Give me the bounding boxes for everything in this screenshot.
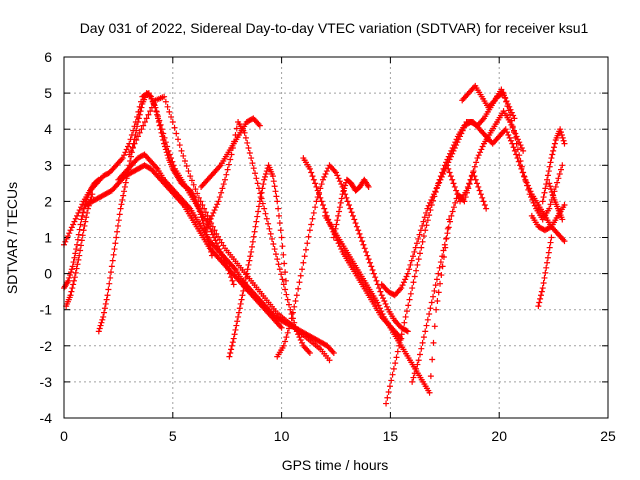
x-tick-labels: 0 5 10 15 20 25 xyxy=(60,428,616,444)
y-tick-label-5: 5 xyxy=(44,85,52,101)
series-16 xyxy=(378,118,568,299)
y-tick-labels: -4 -3 -2 -1 0 1 2 3 4 5 6 xyxy=(40,49,53,426)
series-7-markers xyxy=(126,93,333,364)
x-axis-label: GPS time / hours xyxy=(282,457,389,473)
series-1 xyxy=(61,90,237,288)
y-tick-label-4: 4 xyxy=(44,121,52,137)
y-tick-label--4: -4 xyxy=(40,410,53,426)
series-22-markers xyxy=(535,234,555,310)
series-7 xyxy=(126,93,333,364)
x-tick-label-10: 10 xyxy=(274,428,290,444)
x-tick-label-5: 5 xyxy=(169,428,177,444)
series-10-markers xyxy=(226,162,289,360)
series-23-markers xyxy=(546,180,566,223)
series-21 xyxy=(539,126,568,205)
x-tick-label-20: 20 xyxy=(491,428,507,444)
y-tick-label-2: 2 xyxy=(44,193,52,209)
series-10 xyxy=(226,162,289,360)
series-17-markers xyxy=(409,108,527,385)
series-4-markers xyxy=(95,90,215,335)
y-tick-label-3: 3 xyxy=(44,157,52,173)
x-tick-label-15: 15 xyxy=(383,428,399,444)
series-19 xyxy=(459,82,518,122)
series-21-markers xyxy=(539,126,568,205)
y-axis-label: SDTVAR / TECUs xyxy=(4,182,20,294)
series-5-markers xyxy=(82,162,285,331)
series-6-markers xyxy=(115,151,337,357)
series-11 xyxy=(274,162,411,360)
x-tick-label-25: 25 xyxy=(600,428,616,444)
series-18 xyxy=(443,162,490,212)
series-20-markers xyxy=(528,202,568,234)
grid-lines xyxy=(64,57,608,418)
series-11-markers xyxy=(274,162,411,360)
data-points xyxy=(61,82,568,407)
series-22 xyxy=(535,234,555,310)
y-tick-label-1: 1 xyxy=(44,230,52,246)
y-tick-label-6: 6 xyxy=(44,49,52,65)
y-tick-label--3: -3 xyxy=(40,374,53,390)
series-9 xyxy=(202,118,313,357)
series-23 xyxy=(546,180,566,223)
y-tick-label--2: -2 xyxy=(40,338,53,354)
series-13-markers xyxy=(322,212,453,396)
series-6 xyxy=(115,151,337,357)
series-13 xyxy=(322,212,453,396)
x-tick-label-0: 0 xyxy=(60,428,68,444)
series-1-markers xyxy=(61,90,237,288)
chart-title: Day 031 of 2022, Sidereal Day-to-day VTE… xyxy=(80,20,589,36)
series-20 xyxy=(528,202,568,234)
series-8 xyxy=(198,115,263,190)
series-14 xyxy=(330,176,372,241)
series-8-markers xyxy=(198,115,263,190)
series-4 xyxy=(95,90,215,335)
y-tick-label--1: -1 xyxy=(40,302,53,318)
series-5 xyxy=(82,162,285,331)
series-19-markers xyxy=(459,82,518,122)
plot-frame xyxy=(63,56,609,419)
series-17 xyxy=(409,108,527,385)
series-9-markers xyxy=(202,118,313,357)
y-tick-label-0: 0 xyxy=(44,266,52,282)
series-18-markers xyxy=(443,162,490,212)
series-16-markers xyxy=(378,118,568,299)
series-14-markers xyxy=(330,176,372,241)
